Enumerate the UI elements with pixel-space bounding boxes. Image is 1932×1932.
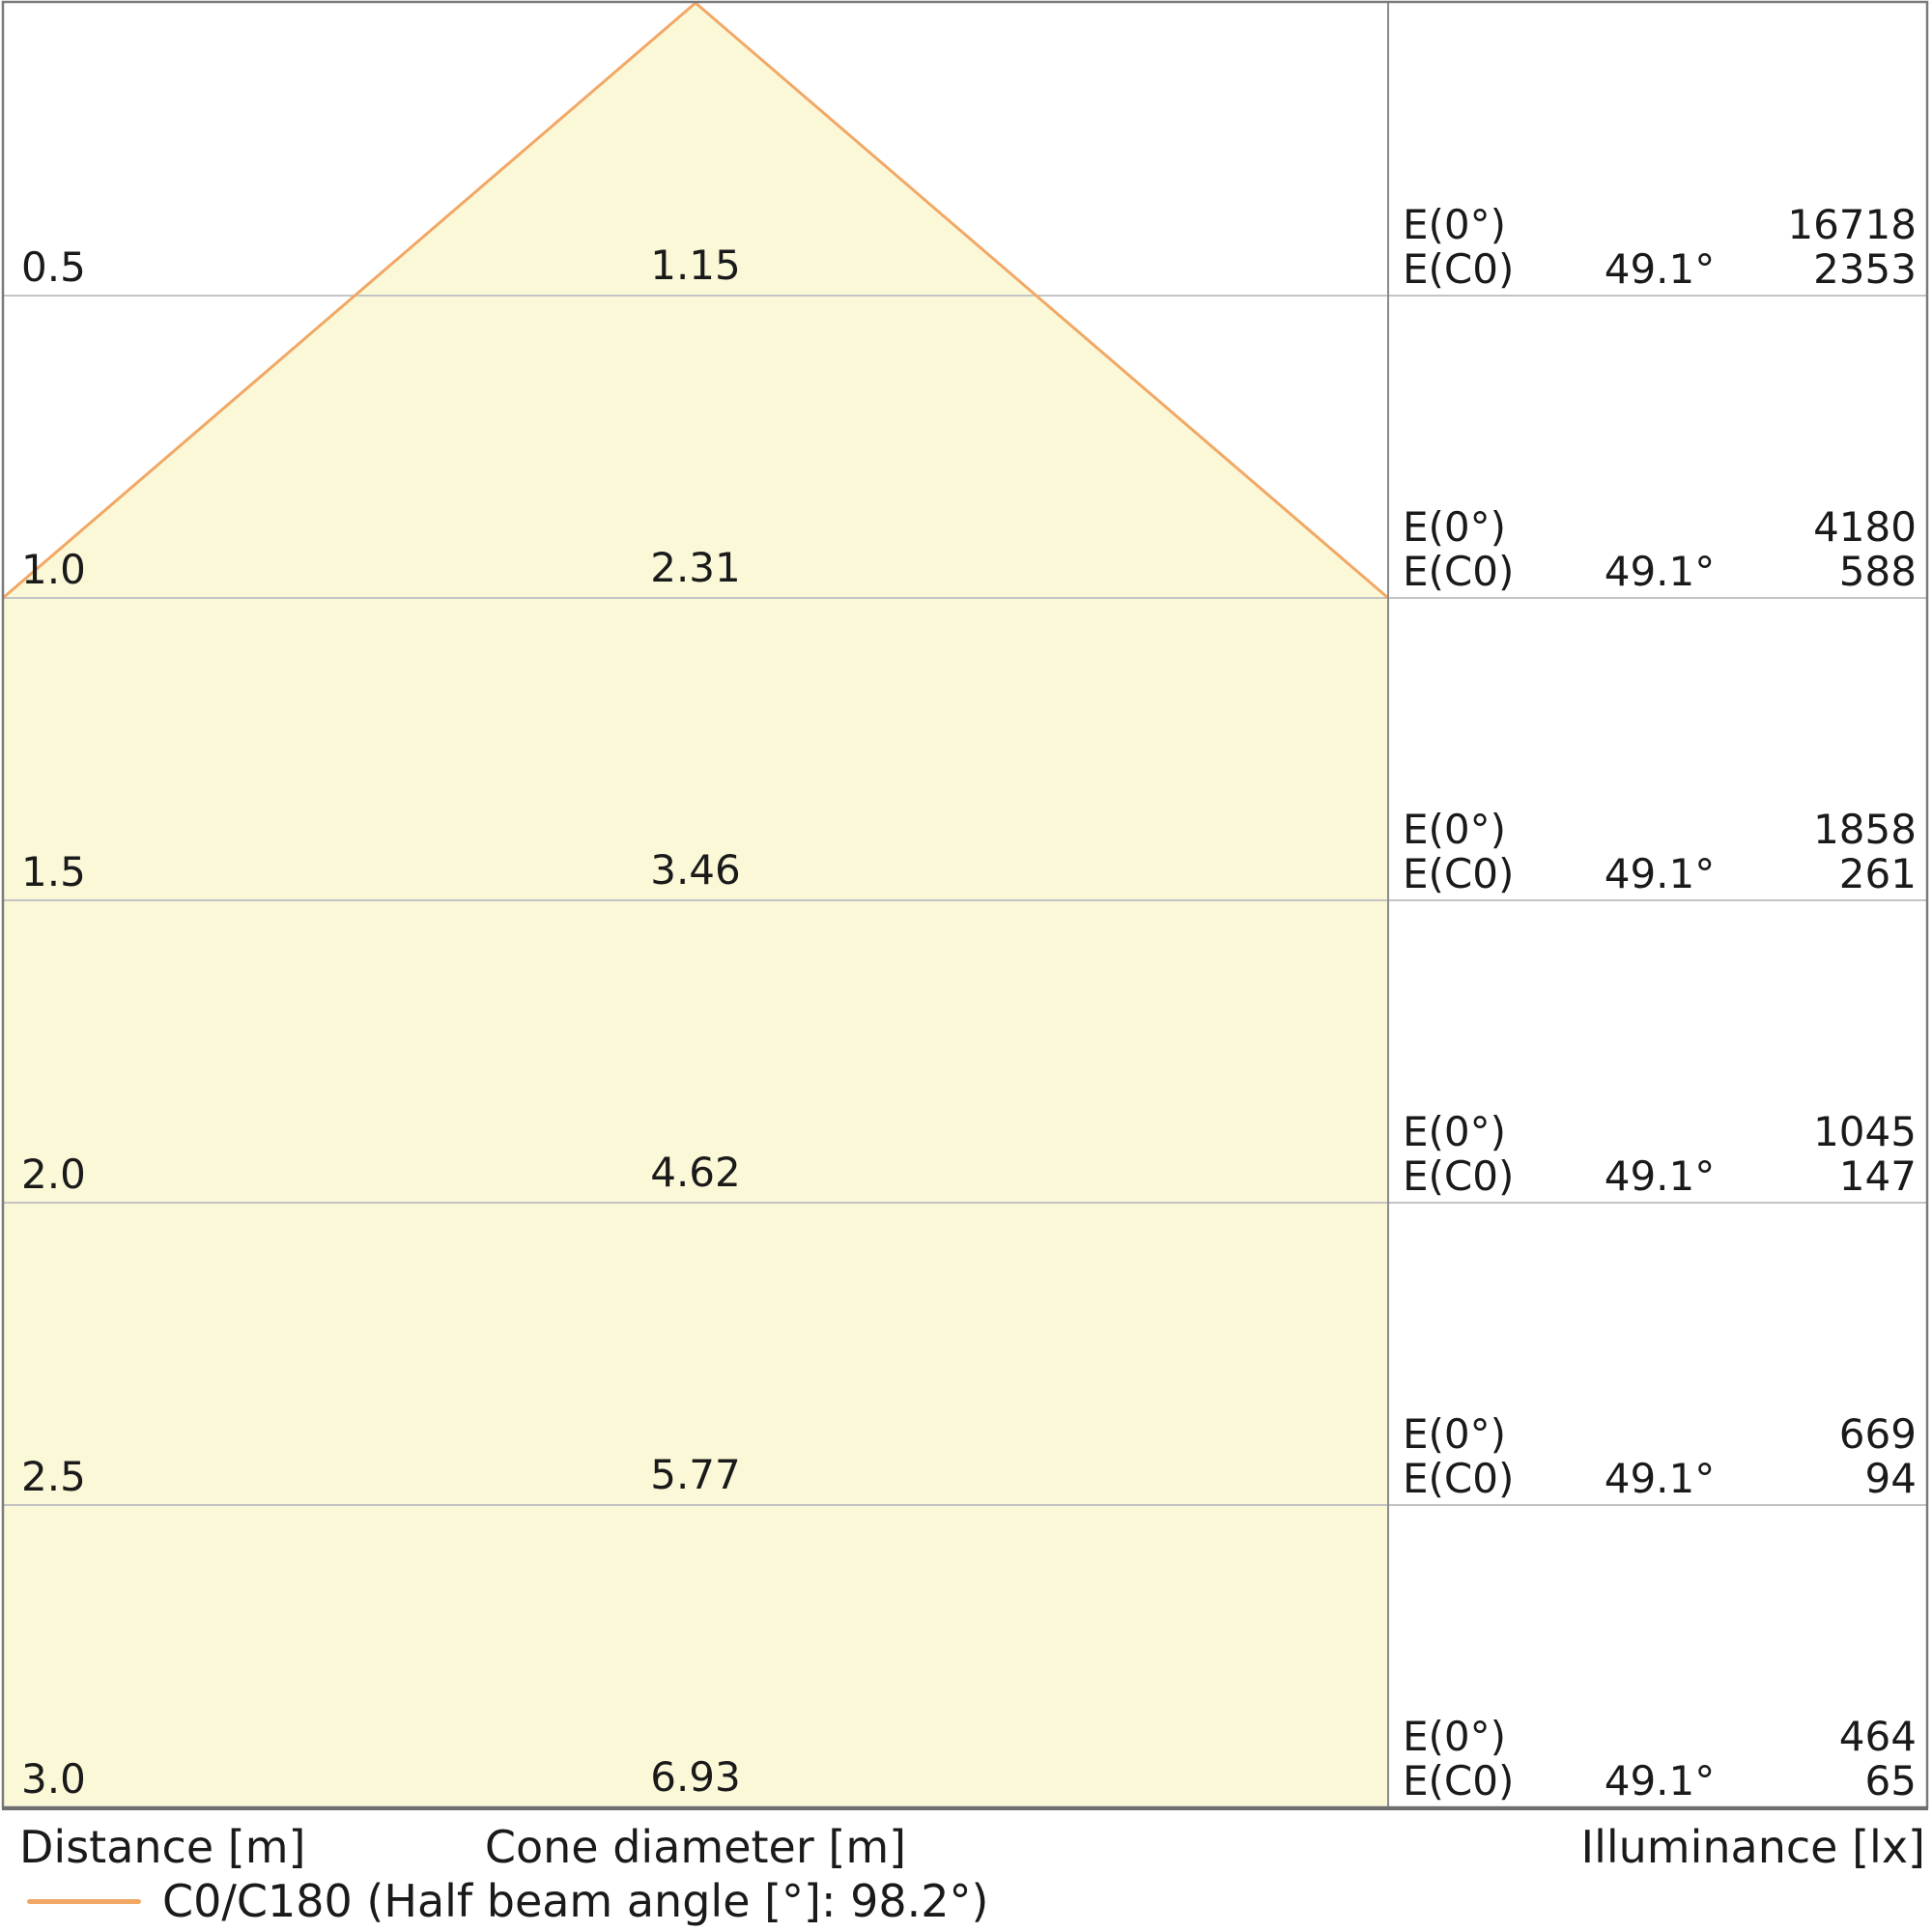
- e0-label: E(0°): [1403, 1713, 1507, 1760]
- legend-line-sample: [27, 1899, 141, 1904]
- illuminance-row-0-5: E(0°) 16718 E(C0) 49.1° 2353: [1403, 203, 1917, 292]
- ec0-label: E(C0): [1403, 850, 1515, 897]
- e0-line: E(0°) 4180: [1403, 505, 1917, 550]
- illuminance-row-1-0: E(0°) 4180 E(C0) 49.1° 588: [1403, 505, 1917, 594]
- e0-label: E(0°): [1403, 1410, 1507, 1458]
- illuminance-row-3-0: E(0°) 464 E(C0) 49.1° 65: [1403, 1715, 1917, 1804]
- e0-line: E(0°) 1045: [1403, 1110, 1917, 1154]
- e0-value: 1858: [1813, 806, 1917, 853]
- distance-label-2-5: 2.5: [21, 1453, 86, 1500]
- illuminance-row-1-5: E(0°) 1858 E(C0) 49.1° 261: [1403, 808, 1917, 896]
- ec0-value: 65: [1864, 1757, 1917, 1804]
- ec0-line: E(C0) 49.1° 94: [1403, 1457, 1917, 1501]
- cone-fill: [3, 3, 1388, 1807]
- ec0-label: E(C0): [1403, 1757, 1515, 1804]
- e0-value: 4180: [1813, 503, 1917, 551]
- illuminance-row-2-5: E(0°) 669 E(C0) 49.1° 94: [1403, 1412, 1917, 1501]
- cone-diameter-2-5: 5.77: [650, 1451, 741, 1498]
- ec0-angle: 49.1°: [1604, 850, 1716, 897]
- ec0-angle: 49.1°: [1604, 245, 1716, 293]
- gridlines: [3, 295, 1927, 1506]
- e0-angle-spacer: [1573, 1110, 1747, 1154]
- ec0-line: E(C0) 49.1° 261: [1403, 852, 1917, 896]
- e0-label: E(0°): [1403, 503, 1507, 551]
- e0-line: E(0°) 16718: [1403, 203, 1917, 247]
- distance-label-3-0: 3.0: [21, 1755, 86, 1803]
- e0-value: 669: [1838, 1410, 1917, 1458]
- e0-angle-spacer: [1573, 808, 1747, 852]
- ec0-label: E(C0): [1403, 245, 1515, 293]
- x-axis-label-illuminance: Illuminance [lx]: [1580, 1821, 1925, 1873]
- illuminance-row-2-0: E(0°) 1045 E(C0) 49.1° 147: [1403, 1110, 1917, 1199]
- e0-label: E(0°): [1403, 806, 1507, 853]
- e0-line: E(0°) 669: [1403, 1412, 1917, 1457]
- ec0-angle: 49.1°: [1604, 1455, 1716, 1502]
- distance-label-0-5: 0.5: [21, 243, 86, 291]
- e0-value: 16718: [1787, 201, 1917, 248]
- cone-diameter-3-0: 6.93: [650, 1753, 741, 1801]
- e0-value: 464: [1838, 1713, 1917, 1760]
- ec0-angle: 49.1°: [1604, 1757, 1716, 1804]
- e0-angle-spacer: [1573, 505, 1747, 550]
- cone-diameter-1-0: 2.31: [650, 544, 741, 591]
- ec0-line: E(C0) 49.1° 65: [1403, 1759, 1917, 1804]
- ec0-value: 2353: [1813, 245, 1917, 293]
- x-axis-label-cone-diameter: Cone diameter [m]: [484, 1821, 907, 1873]
- ec0-line: E(C0) 49.1° 588: [1403, 550, 1917, 594]
- ec0-value: 94: [1864, 1455, 1917, 1502]
- distance-label-2-0: 2.0: [21, 1151, 86, 1198]
- cone-diameter-0-5: 1.15: [650, 242, 741, 289]
- e0-angle-spacer: [1573, 203, 1747, 247]
- e0-line: E(0°) 1858: [1403, 808, 1917, 852]
- ec0-value: 588: [1838, 548, 1917, 595]
- ec0-label: E(C0): [1403, 548, 1515, 595]
- e0-angle-spacer: [1573, 1412, 1747, 1457]
- ec0-label: E(C0): [1403, 1152, 1515, 1200]
- e0-value: 1045: [1813, 1108, 1917, 1155]
- ec0-line: E(C0) 49.1° 2353: [1403, 247, 1917, 292]
- legend-label: C0/C180 (Half beam angle [°]: 98.2°): [162, 1875, 989, 1927]
- ec0-value: 147: [1838, 1152, 1917, 1200]
- e0-label: E(0°): [1403, 201, 1507, 248]
- cone-diameter-2-0: 4.62: [650, 1149, 741, 1196]
- x-axis-label-distance: Distance [m]: [19, 1821, 306, 1873]
- distance-label-1-0: 1.0: [21, 546, 86, 593]
- ec0-line: E(C0) 49.1° 147: [1403, 1154, 1917, 1199]
- e0-label: E(0°): [1403, 1108, 1507, 1155]
- ec0-label: E(C0): [1403, 1455, 1515, 1502]
- e0-line: E(0°) 464: [1403, 1715, 1917, 1759]
- cone-diameter-1-5: 3.46: [650, 846, 741, 894]
- ec0-value: 261: [1838, 850, 1917, 897]
- ec0-angle: 49.1°: [1604, 1152, 1716, 1200]
- ec0-angle: 49.1°: [1604, 548, 1716, 595]
- distance-label-1-5: 1.5: [21, 848, 86, 895]
- e0-angle-spacer: [1573, 1715, 1747, 1759]
